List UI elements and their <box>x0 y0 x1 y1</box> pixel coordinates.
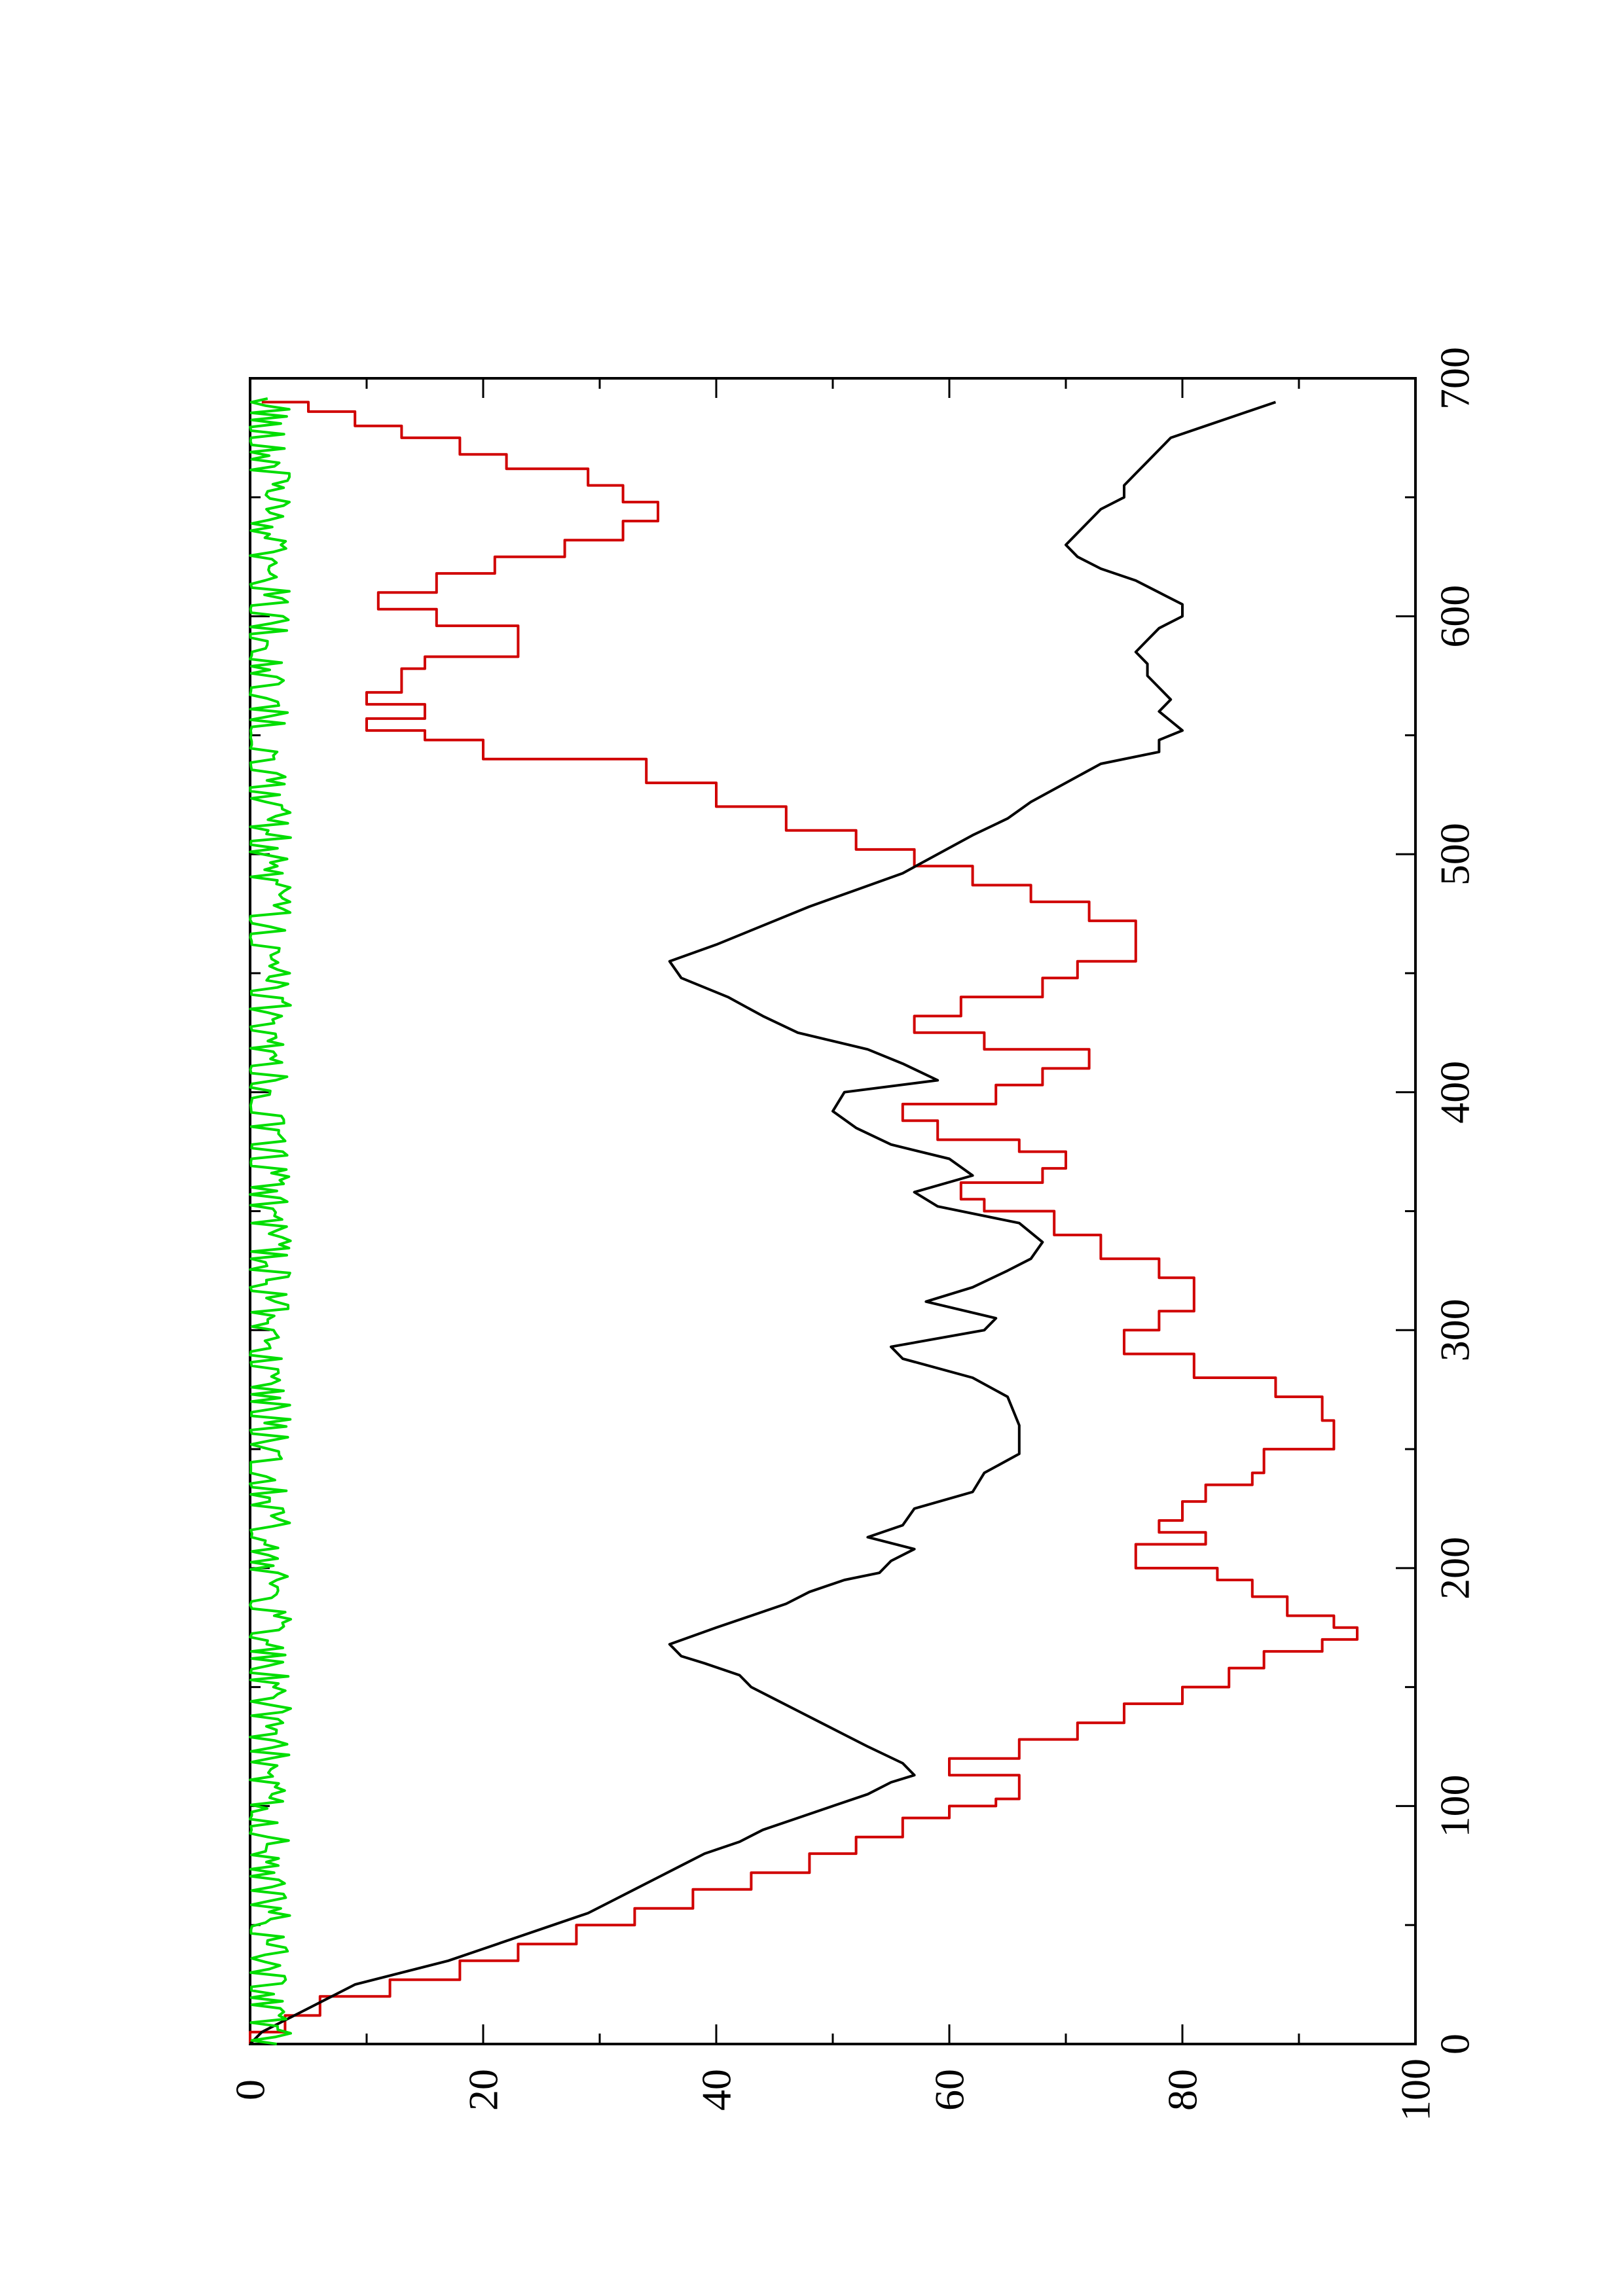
x-tick-label: 500 <box>1432 823 1478 886</box>
x-tick-label: 400 <box>1432 1061 1478 1124</box>
y-tick-label: 80 <box>1159 2069 1206 2111</box>
series-line-2 <box>249 401 1277 2045</box>
y-tick-label: 60 <box>926 2069 973 2111</box>
x-tick-label: 0 <box>1432 2034 1478 2054</box>
x-tick-label: 600 <box>1432 585 1478 648</box>
tick-labels: 0 100 200 300 400 500 600 700 0 20 40 60 80 100 <box>227 347 1478 2121</box>
y-tick-label: 20 <box>460 2069 507 2111</box>
series-line-1 <box>249 401 1359 2044</box>
y-tick-label: 0 <box>227 2079 274 2100</box>
plot-area <box>249 377 1417 2045</box>
x-tick-label: 200 <box>1432 1537 1478 1600</box>
x-tick-label: 100 <box>1432 1774 1478 1837</box>
y-tick-label: 100 <box>1393 2058 1439 2121</box>
x-tick-label: 300 <box>1432 1299 1478 1361</box>
series-layer <box>249 397 1359 2045</box>
plot-frame <box>249 377 1417 2045</box>
series-line-3 <box>249 397 293 2045</box>
x-tick-label: 700 <box>1432 347 1478 410</box>
y-tick-label: 40 <box>693 2069 740 2111</box>
ticks <box>249 377 1417 2045</box>
